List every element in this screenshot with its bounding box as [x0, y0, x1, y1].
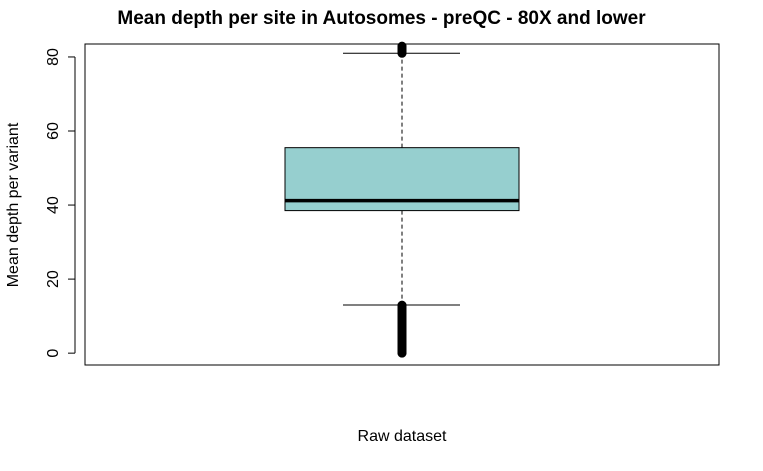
- y-tick-label: 80: [45, 48, 62, 66]
- y-tick-label: 60: [45, 122, 62, 140]
- y-axis: 0 20 40 60 80: [45, 48, 76, 358]
- y-axis-label: Mean depth per variant: [5, 122, 22, 288]
- x-axis-label: Raw dataset: [357, 428, 447, 445]
- y-tick-label: 20: [45, 270, 62, 288]
- outlier-point: [397, 41, 407, 51]
- chart-title: Mean depth per site in Autosomes - preQC…: [117, 8, 646, 29]
- y-tick-label: 40: [45, 196, 62, 214]
- y-tick-label: 0: [45, 349, 62, 358]
- outlier-point: [397, 300, 407, 310]
- boxplot: [284, 41, 520, 358]
